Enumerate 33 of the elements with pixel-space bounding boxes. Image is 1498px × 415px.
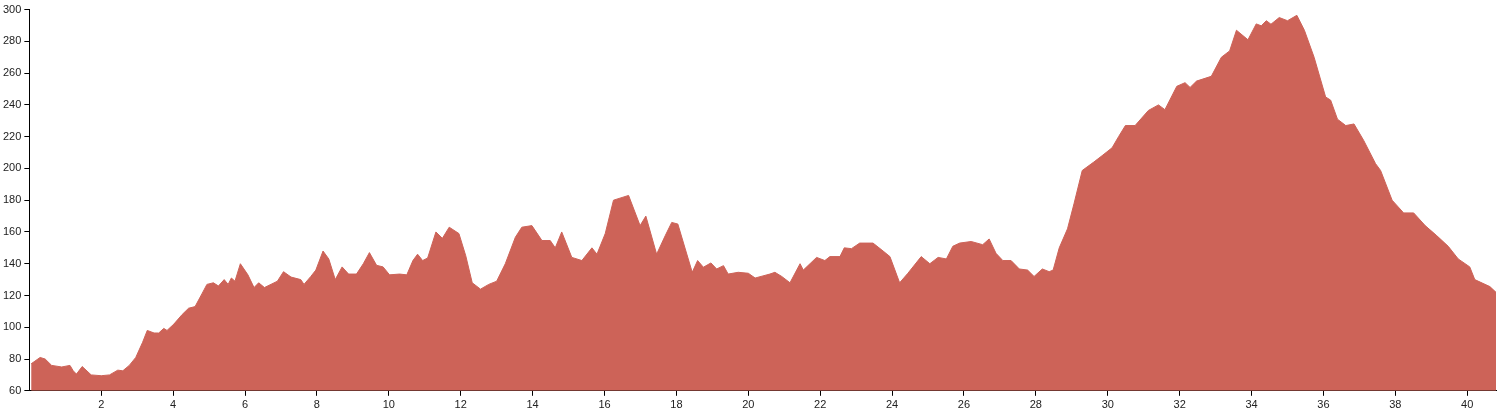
x-tick-label: 12 [454,398,467,411]
x-tick-label: 40 [1461,398,1474,411]
x-tick-label: 18 [670,398,683,411]
x-tick-label: 8 [313,398,320,411]
x-tick-label: 10 [382,398,395,411]
x-tick-label: 4 [170,398,177,411]
x-tick-label: 32 [1173,398,1186,411]
x-tick-label: 6 [241,398,249,411]
y-tick-label: 100 [2,320,22,333]
x-tick-label: 30 [1101,398,1114,411]
x-tick-label: 24 [885,398,899,411]
y-tick-label: 260 [2,66,22,79]
x-tick-label: 34 [1245,398,1258,411]
x-tick-label: 36 [1317,398,1330,411]
y-tick-label: 220 [2,129,22,142]
y-tick-label: 160 [2,225,22,237]
x-tick-label: 14 [526,398,539,411]
x-tick-label: 16 [598,398,611,411]
y-tick-label: 240 [2,97,22,110]
x-tick-label: 20 [742,398,755,411]
x-tick-label: 22 [814,398,827,411]
y-tick-label: 60 [9,383,22,396]
x-tick-label: 38 [1389,398,1402,411]
y-tick-label: 180 [2,193,22,206]
y-tick-label: 300 [2,2,22,15]
x-tick-label: 26 [957,398,971,411]
y-tick-label: 200 [2,161,22,174]
y-tick-label: 80 [9,352,22,365]
y-tick-label: 140 [2,256,22,269]
x-tick-label: 28 [1029,398,1042,411]
y-tick-label: 280 [2,34,22,47]
x-tick-label: 2 [98,398,105,411]
y-tick-label: 120 [2,288,22,301]
